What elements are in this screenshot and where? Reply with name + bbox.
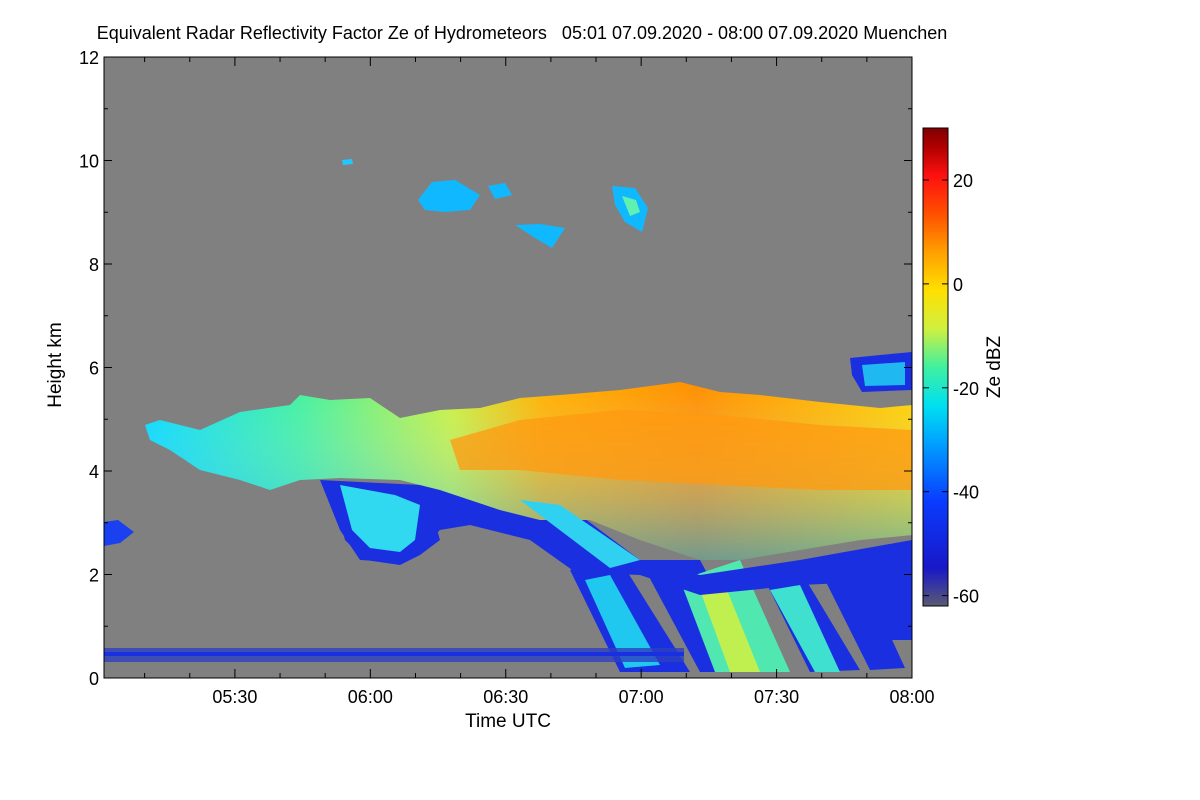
cirrus-core — [622, 196, 640, 216]
y-tick-label: 8 — [89, 255, 99, 275]
diagonal-streak — [520, 500, 640, 568]
x-axis-label: Time UTC — [465, 711, 551, 732]
x-tick-label: 06:00 — [348, 687, 393, 707]
cirrus-patch — [418, 180, 480, 212]
colorbar-tick-label: -40 — [953, 483, 979, 503]
warm-core — [450, 410, 912, 490]
x-tick-label: 08:00 — [889, 687, 934, 707]
y-tick-label: 2 — [89, 566, 99, 586]
y-axis: 0 2 4 6 8 10 12 — [79, 48, 912, 689]
y-tick-label: 4 — [89, 462, 99, 482]
reflectivity-field — [104, 159, 912, 672]
colorbar-tick-label: -20 — [953, 379, 979, 399]
x-tick-label: 07:00 — [619, 687, 664, 707]
y-tick-label: 6 — [89, 359, 99, 379]
left-blob — [104, 520, 134, 546]
colorbar-tick-label: 20 — [953, 171, 973, 191]
cirrus-patch — [515, 224, 565, 248]
y-tick-label: 10 — [79, 152, 99, 172]
fall-streak-band — [820, 570, 905, 670]
y-tick-label: 12 — [79, 48, 99, 68]
fall-streak-core — [770, 585, 840, 672]
fall-streak-core — [700, 585, 760, 672]
cirrus-patch — [488, 183, 512, 199]
y-tick-label: 0 — [89, 669, 99, 689]
colorbar-tick-label: -60 — [953, 587, 979, 607]
cloud-6km-core — [862, 362, 905, 386]
y-axis-label: Height km — [45, 322, 66, 408]
cyan-lobe — [340, 485, 420, 552]
colorbar — [922, 127, 949, 607]
colorbar-tick-label: 0 — [953, 275, 963, 295]
x-tick-label: 05:30 — [212, 687, 257, 707]
colorbar-label: Ze dBZ — [984, 335, 1005, 398]
fall-streak-core — [585, 575, 660, 668]
x-axis: 05:30 06:00 06:30 07:00 07:30 08:00 — [144, 57, 935, 707]
fall-streak-band — [860, 565, 912, 640]
x-tick-label: 07:30 — [754, 687, 799, 707]
x-tick-label: 06:30 — [483, 687, 528, 707]
lower-fringe — [320, 480, 912, 595]
chart-title: Equivalent Radar Reflectivity Factor Ze … — [97, 23, 948, 43]
cirrus-speck — [342, 159, 353, 165]
surface-clutter — [104, 652, 684, 656]
colorbar-ticks: 20 0 -20 -40 -60 — [923, 171, 979, 607]
